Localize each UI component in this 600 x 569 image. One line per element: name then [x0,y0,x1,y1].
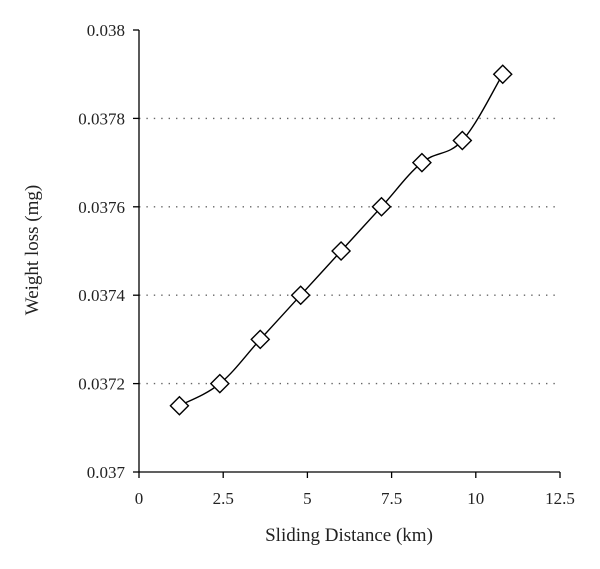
x-tick-label: 0 [135,489,144,508]
x-tick-label: 2.5 [213,489,234,508]
data-series [169,64,513,416]
data-point-marker [371,196,392,217]
y-tick-label: 0.0378 [78,109,125,128]
x-tick-label: 7.5 [381,489,402,508]
x-tick-label: 12.5 [545,489,575,508]
data-point-marker [452,130,473,151]
data-point-marker [169,395,190,416]
data-point-marker [250,329,271,350]
data-point-marker [209,373,230,394]
tick-marks [133,29,561,478]
x-tick-label: 10 [467,489,484,508]
x-tick-label: 5 [303,489,312,508]
series-line [179,73,504,407]
data-point-marker [331,241,352,261]
y-tick-label: 0.038 [87,21,125,40]
y-tick-label: 0.037 [87,463,126,482]
data-point-marker [492,64,513,85]
data-point-marker [411,152,432,173]
y-tick-label: 0.0372 [78,375,125,394]
x-axis-title: Sliding Distance (km) [265,525,433,546]
axes [138,30,560,473]
y-axis-title: Weight loss (mg) [22,185,43,315]
y-tick-label: 0.0376 [78,198,125,217]
tick-labels: 0.037 0.0372 0.0374 0.0376 0.0378 0.038 0 2.5 5 7… [78,21,575,508]
y-tick-label: 0.0374 [78,286,125,305]
data-point-marker [290,285,311,306]
